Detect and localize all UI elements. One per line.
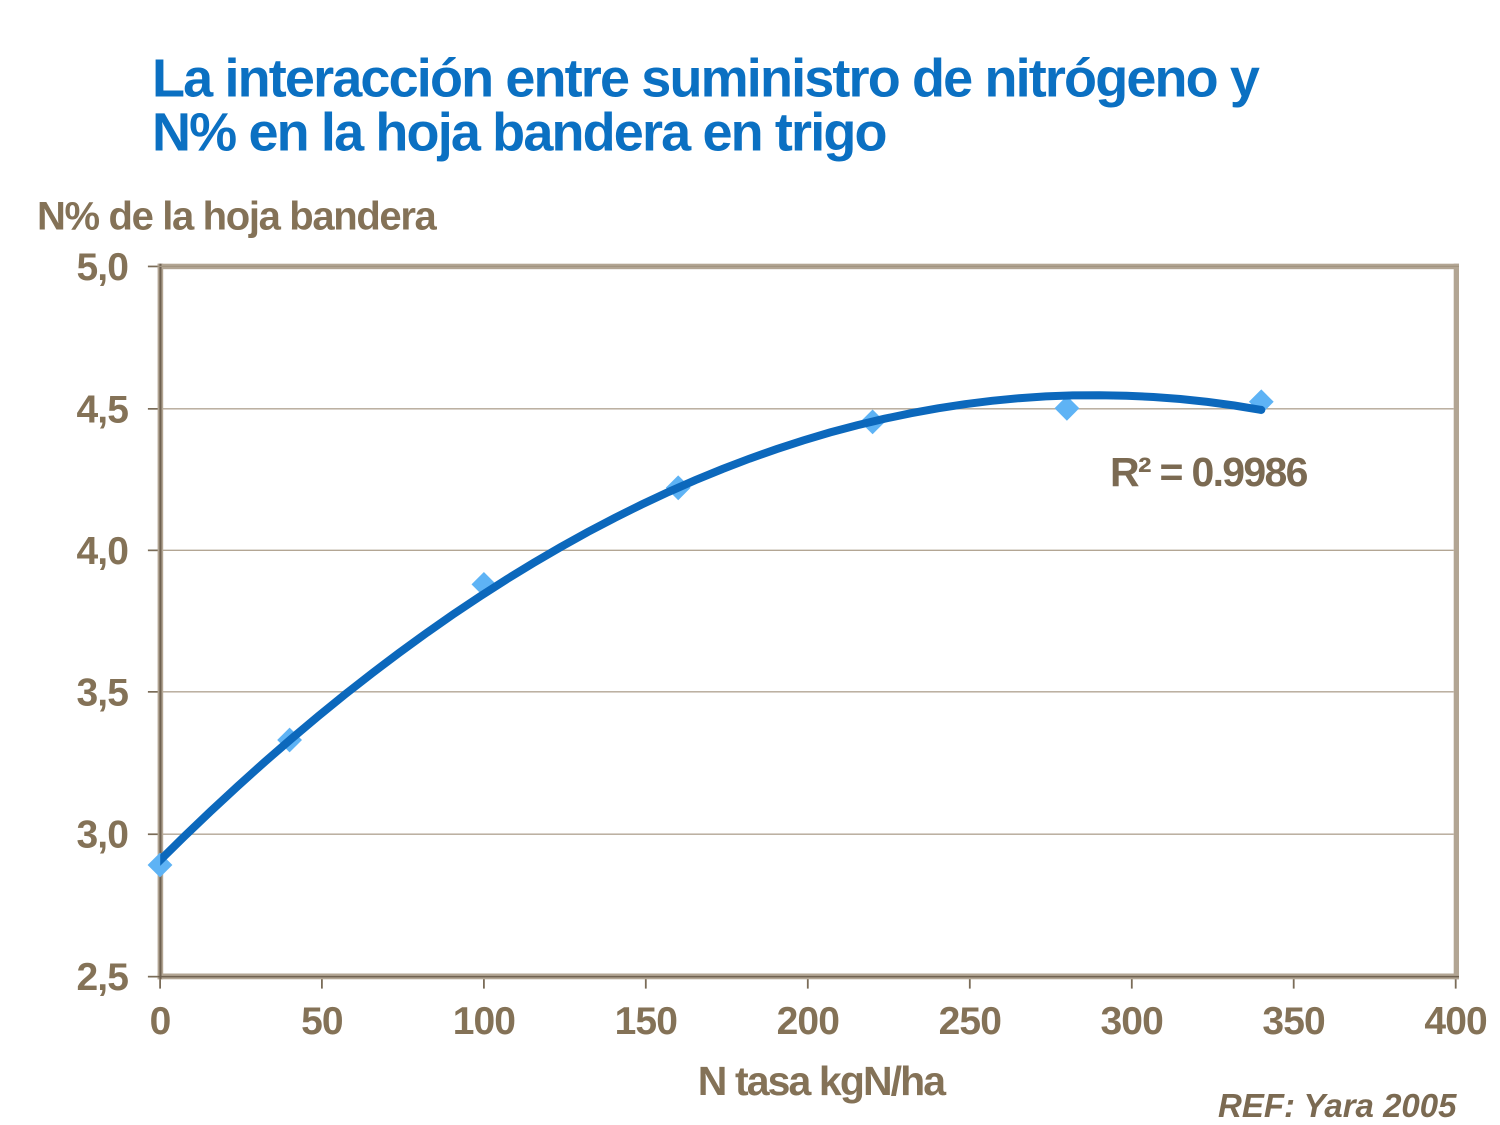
svg-text:N tasa kgN/ha: N tasa kgN/ha — [698, 1058, 948, 1104]
svg-text:4,5: 4,5 — [76, 388, 128, 431]
svg-text:350: 350 — [1262, 1000, 1325, 1043]
svg-text:N% de la hoja bandera: N% de la hoja bandera — [37, 195, 438, 239]
svg-text:La interacción entre suministr: La interacción entre suministro de nitró… — [152, 49, 1260, 109]
svg-text:50: 50 — [301, 1000, 343, 1043]
svg-text:250: 250 — [939, 1000, 1002, 1043]
svg-text:3,0: 3,0 — [76, 814, 128, 857]
svg-text:100: 100 — [453, 1000, 516, 1043]
svg-text:0: 0 — [150, 1000, 171, 1043]
svg-text:150: 150 — [615, 1000, 678, 1043]
svg-text:REF: Yara 2005: REF: Yara 2005 — [1218, 1087, 1457, 1124]
svg-text:3,5: 3,5 — [76, 671, 128, 714]
svg-text:200: 200 — [777, 1000, 840, 1043]
svg-text:2,5: 2,5 — [76, 956, 128, 999]
svg-text:4,0: 4,0 — [76, 530, 128, 573]
svg-text:400: 400 — [1424, 1000, 1487, 1043]
svg-text:5,0: 5,0 — [76, 246, 128, 289]
svg-text:R² = 0.9986: R² = 0.9986 — [1110, 449, 1308, 495]
svg-text:300: 300 — [1101, 1000, 1164, 1043]
svg-text:N% en la hoja bandera en trigo: N% en la hoja bandera en trigo — [152, 103, 886, 163]
